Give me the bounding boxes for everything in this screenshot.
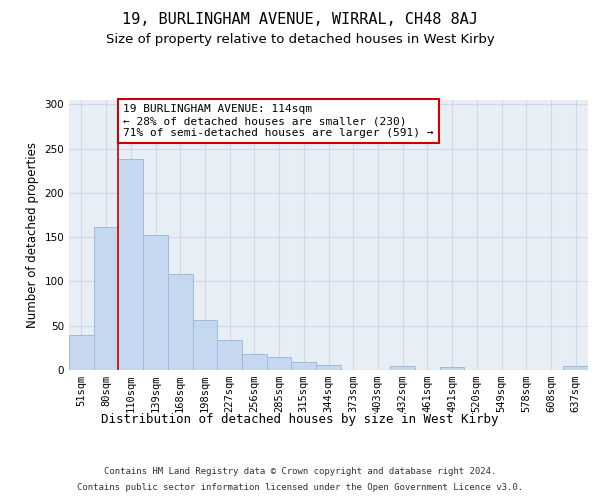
Text: 19 BURLINGHAM AVENUE: 114sqm
← 28% of detached houses are smaller (230)
71% of s: 19 BURLINGHAM AVENUE: 114sqm ← 28% of de… bbox=[124, 104, 434, 138]
Bar bbox=[316, 364, 341, 370]
Text: Distribution of detached houses by size in West Kirby: Distribution of detached houses by size … bbox=[101, 412, 499, 426]
Y-axis label: Number of detached properties: Number of detached properties bbox=[26, 142, 39, 328]
Text: Contains HM Land Registry data © Crown copyright and database right 2024.: Contains HM Land Registry data © Crown c… bbox=[104, 468, 496, 476]
Bar bbox=[193, 320, 217, 370]
Bar bbox=[143, 234, 168, 370]
Bar bbox=[118, 160, 143, 370]
Text: 19, BURLINGHAM AVENUE, WIRRAL, CH48 8AJ: 19, BURLINGHAM AVENUE, WIRRAL, CH48 8AJ bbox=[122, 12, 478, 28]
Bar bbox=[292, 362, 316, 370]
Bar bbox=[94, 228, 118, 370]
Bar bbox=[242, 354, 267, 370]
Bar bbox=[69, 334, 94, 370]
Bar bbox=[168, 274, 193, 370]
Bar bbox=[267, 356, 292, 370]
Bar bbox=[440, 368, 464, 370]
Bar bbox=[217, 340, 242, 370]
Text: Size of property relative to detached houses in West Kirby: Size of property relative to detached ho… bbox=[106, 32, 494, 46]
Text: Contains public sector information licensed under the Open Government Licence v3: Contains public sector information licen… bbox=[77, 482, 523, 492]
Bar bbox=[390, 366, 415, 370]
Bar bbox=[563, 366, 588, 370]
